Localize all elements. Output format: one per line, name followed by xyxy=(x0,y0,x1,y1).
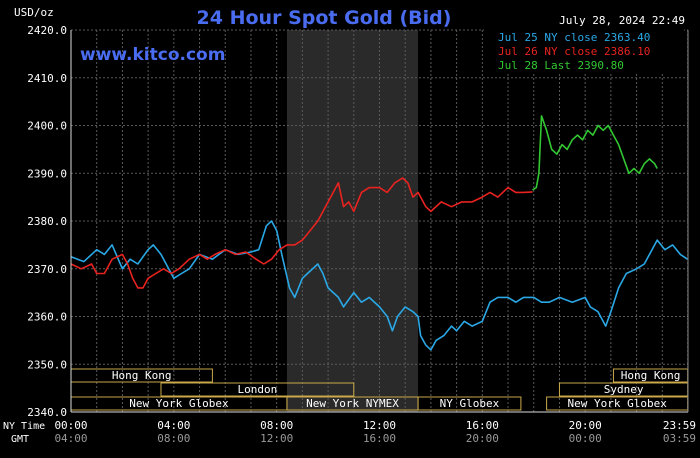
y-tick-label: 2420.0 xyxy=(27,24,67,37)
legend-entry: Jul 28 Last 2390.80 xyxy=(498,59,624,72)
x-tick-label-ny: 08:00 xyxy=(260,419,293,432)
x-tick-label-ny: 16:00 xyxy=(466,419,499,432)
legend-box xyxy=(484,27,684,73)
y-tick-label: 2410.0 xyxy=(27,72,67,85)
watermark: www.kitco.com xyxy=(80,45,225,65)
y-tick-label: 2350.0 xyxy=(27,358,67,371)
x-label-ny: NY Time xyxy=(3,421,45,432)
session-box xyxy=(417,396,522,411)
x-label-gmt: GMT xyxy=(11,434,29,445)
x-tick-label-gmt: 20:00 xyxy=(466,432,499,445)
series-line-2 xyxy=(70,177,533,289)
x-tick-label-ny: 23:59 xyxy=(663,419,696,432)
y-tick-label: 2370.0 xyxy=(27,263,67,276)
x-tick-label-gmt: 12:00 xyxy=(260,432,293,445)
y-tick-label: 2380.0 xyxy=(27,215,67,228)
x-tick-label-gmt: 04:00 xyxy=(54,432,87,445)
session-label: New York Globex xyxy=(129,397,229,410)
x-tick-label-ny: 20:00 xyxy=(569,419,602,432)
units-label: USD/oz xyxy=(14,6,54,19)
x-tick-label-gmt: 16:00 xyxy=(363,432,396,445)
series-line-3 xyxy=(532,115,658,191)
x-tick-label-ny: 00:00 xyxy=(54,419,87,432)
legend: Jul 25 NY close 2363.40 Jul 26 NY close … xyxy=(484,27,684,73)
session-label: NY Globex xyxy=(440,397,500,410)
x-tick-label-ny: 12:00 xyxy=(363,419,396,432)
session-label: New York NYMEX xyxy=(306,397,399,410)
y-tick-label: 2390.0 xyxy=(27,167,67,180)
session-box xyxy=(160,382,355,397)
y-tick-label: 2360.0 xyxy=(27,311,67,324)
y-tick-label: 2400.0 xyxy=(27,120,67,133)
session-label: Sydney xyxy=(604,383,644,396)
chart-title: 24 Hour Spot Gold (Bid) xyxy=(197,7,452,29)
legend-entry: Jul 26 NY close 2386.10 xyxy=(498,45,650,58)
session-label: London xyxy=(238,383,278,396)
x-tick-label-gmt: 08:00 xyxy=(157,432,190,445)
y-tick-label: 2340.0 xyxy=(27,406,67,419)
session-label: Hong Kong xyxy=(621,369,681,382)
date-stamp: July 28, 2024 22:49 xyxy=(559,14,685,27)
series-line-1 xyxy=(70,220,688,351)
session-label: New York Globex xyxy=(568,397,668,410)
session-label: Hong Kong xyxy=(112,369,172,382)
x-tick-label-gmt: 00:00 xyxy=(569,432,602,445)
legend-entry: Jul 25 NY close 2363.40 xyxy=(498,31,650,44)
x-tick-label-gmt: 03:59 xyxy=(663,432,696,445)
x-tick-label-ny: 04:00 xyxy=(157,419,190,432)
